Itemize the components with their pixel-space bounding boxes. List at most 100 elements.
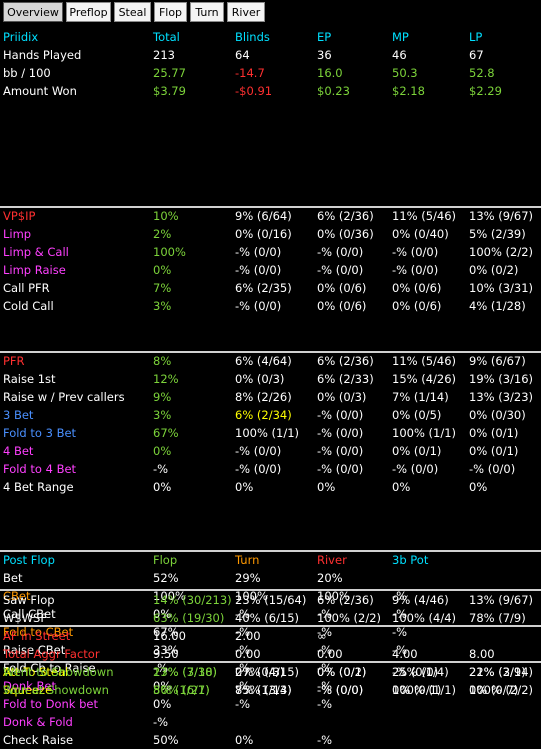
section-divider: [0, 351, 541, 353]
stat-value-ep: ∞: [317, 629, 327, 643]
stat-value-total: 0%: [153, 480, 172, 494]
stat-value-ep: 6% (2/36): [317, 354, 374, 368]
stat-value-blinds: -% (0/0): [235, 444, 282, 458]
stat-label: Cold Call: [3, 299, 54, 313]
stat-value-mp: 50.3: [392, 66, 418, 80]
stat-value-ep: -% (0/0): [317, 426, 364, 440]
stat-label: Saw Flop: [3, 593, 55, 607]
stat-value-lp: 19% (3/16): [469, 372, 534, 386]
stat-value-total: 9%: [153, 390, 172, 404]
stat-label: bb / 100: [3, 66, 51, 80]
stat-value-total: Flop: [153, 553, 178, 567]
stat-value-ep: -%: [317, 733, 333, 747]
stat-value-ep: 100% (2/2): [317, 611, 382, 625]
stat-value-mp: -%: [392, 625, 408, 639]
stat-label: Donk & Fold: [3, 715, 73, 729]
stat-value-blinds: 0.00: [235, 647, 261, 661]
stat-value-blinds: Turn: [235, 553, 260, 567]
stat-value-mp: -% (0/0): [392, 462, 439, 476]
stat-value-total: 0%: [153, 607, 172, 621]
stat-label: Att To Steal: [3, 665, 69, 679]
stat-value-total: 12%: [153, 372, 179, 386]
stat-value-ep: -%: [317, 607, 333, 621]
stat-label: Fold Cb to Raise: [3, 661, 96, 675]
stat-label: Amount Won: [3, 84, 77, 98]
stat-value-ep: -% (0/0): [317, 245, 364, 259]
stat-label: VP$IP: [3, 209, 36, 223]
stat-label: Hands Played: [3, 48, 82, 62]
stat-value-blinds: Blinds: [235, 30, 270, 44]
stat-value-lp: 67: [469, 48, 484, 62]
stat-label: Raise w / Prev callers: [3, 390, 125, 404]
stat-value-mp: 9% (4/46): [392, 593, 449, 607]
stat-value-total: 25.77: [153, 66, 186, 80]
stat-value-blinds: 100% (1/1): [235, 426, 300, 440]
stat-value-mp: MP: [392, 30, 409, 44]
stat-value-blinds: -%: [235, 661, 251, 675]
tab-overview[interactable]: Overview: [3, 2, 63, 22]
stat-value-ep: 16.0: [317, 66, 343, 80]
stat-label: Total Aggr Factor: [3, 647, 100, 661]
stat-value-ep: -% (0/0): [317, 683, 364, 697]
stat-value-blinds: 6% (2/34): [235, 408, 292, 422]
stat-value-blinds: 6% (4/64): [235, 354, 292, 368]
stat-value-ep: 0%: [317, 480, 336, 494]
stat-label: Bet: [3, 571, 23, 585]
stat-value-blinds: 2.00: [235, 629, 261, 643]
stat-value-ep: EP: [317, 30, 332, 44]
stat-label: PFR: [3, 354, 25, 368]
stat-value-lp: -% (0/0): [469, 462, 516, 476]
stat-label: 3 Bet: [3, 408, 34, 422]
stat-value-blinds: -% (0/0): [235, 299, 282, 313]
stat-label: Raise CBet: [3, 643, 66, 657]
stat-value-mp: 0%: [392, 480, 411, 494]
tab-steal[interactable]: Steal: [114, 2, 151, 22]
stat-label: Fold to 4 Bet: [3, 462, 77, 476]
stat-value-mp: -%: [392, 589, 408, 603]
stat-value-ep: $0.23: [317, 84, 350, 98]
stat-value-lp: 4% (1/28): [469, 299, 526, 313]
stat-value-ep: -%: [317, 625, 333, 639]
stat-value-blinds: 0%: [235, 733, 254, 747]
stat-value-total: 16.00: [153, 629, 186, 643]
stat-label: Check Raise: [3, 733, 74, 747]
stat-value-total: 9.50: [153, 647, 179, 661]
stat-label: 4 Bet Range: [3, 480, 74, 494]
tab-preflop[interactable]: Preflop: [66, 2, 111, 22]
stat-value-mp: -%: [392, 607, 408, 621]
stat-value-blinds: 8% (2/26): [235, 390, 292, 404]
stat-value-ep: -%: [317, 679, 333, 693]
stat-value-blinds: 6% (2/35): [235, 281, 292, 295]
stat-value-ep: 0% (0/6): [317, 281, 367, 295]
stat-label: Priidix: [3, 30, 39, 44]
stat-value-total: $3.79: [153, 84, 186, 98]
stat-value-total: 100%: [153, 589, 186, 603]
stat-value-blinds: 0% (0/16): [235, 227, 292, 241]
tab-flop[interactable]: Flop: [154, 2, 187, 22]
stat-value-blinds: 75% (3/4): [235, 683, 292, 697]
stat-value-blinds: 0% (0/3): [235, 665, 285, 679]
stat-value-lp: 52.8: [469, 66, 495, 80]
stat-value-total: 0%: [153, 444, 172, 458]
stat-value-mp: 25% (1/4): [392, 665, 449, 679]
stat-label: Raise 1st: [3, 372, 56, 386]
stat-label: Limp & Call: [3, 245, 69, 259]
stat-value-mp: 15% (4/26): [392, 372, 457, 386]
stat-value-lp: 8.00: [469, 647, 495, 661]
stat-label: Donk Bet: [3, 679, 56, 693]
tab-turn[interactable]: Turn: [190, 2, 224, 22]
stat-label: Squeeze: [3, 683, 53, 697]
stat-label: Went to Showdown: [3, 665, 114, 679]
stat-value-total: 17% (3/18): [153, 665, 218, 679]
section-divider: [0, 589, 541, 591]
stat-value-blinds: 40% (6/15): [235, 611, 300, 625]
stat-value-total: 10%: [153, 209, 179, 223]
stat-label: Fold to CBet: [3, 625, 74, 639]
stat-value-lp: 13% (9/67): [469, 593, 534, 607]
tab-river[interactable]: River: [227, 2, 265, 22]
stat-value-lp: 0% (0/7): [469, 683, 519, 697]
stat-value-blinds: -% (0/0): [235, 245, 282, 259]
stat-label: Call CBet: [3, 607, 56, 621]
stat-value-blinds: 0%: [235, 480, 254, 494]
stat-value-mp: -%: [392, 643, 408, 657]
